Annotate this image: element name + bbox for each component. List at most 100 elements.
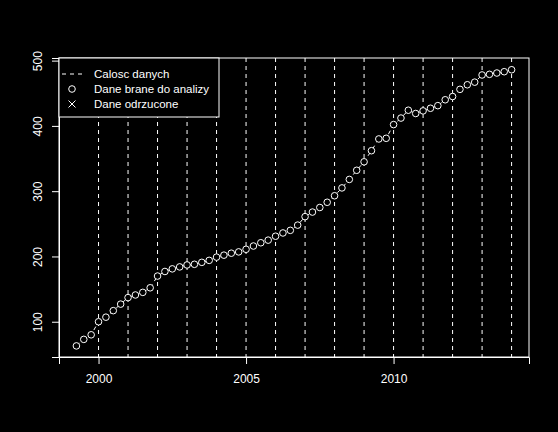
- data-point: [184, 262, 191, 269]
- y-tick-mark: [52, 322, 59, 323]
- data-point: [243, 246, 250, 253]
- year-line: [393, 58, 394, 357]
- data-point: [457, 86, 464, 93]
- legend: Calosc danychDane brane do analizyDane o…: [59, 58, 219, 117]
- x-tick-label: 2005: [233, 372, 260, 386]
- x-tick: 2000: [86, 357, 113, 386]
- data-point: [435, 102, 442, 109]
- data-point: [110, 307, 117, 314]
- data-point: [103, 314, 110, 321]
- data-point: [250, 243, 257, 250]
- data-point: [221, 252, 228, 259]
- y-tick-label: 100: [31, 312, 45, 332]
- data-point: [405, 107, 412, 114]
- data-point: [235, 249, 242, 256]
- year-line: [423, 58, 424, 357]
- y-tick-label: 300: [31, 181, 45, 201]
- data-point: [501, 68, 508, 75]
- data-point: [176, 264, 183, 271]
- data-point: [95, 318, 102, 325]
- background: [0, 0, 558, 432]
- data-point: [464, 81, 471, 88]
- year-line: [246, 58, 247, 357]
- data-point: [353, 167, 360, 174]
- year-line: [364, 58, 365, 357]
- data-point: [420, 108, 427, 115]
- data-point: [132, 292, 139, 299]
- data-point: [471, 79, 478, 86]
- data-point: [383, 135, 390, 142]
- data-point: [346, 176, 353, 183]
- legend-box: [59, 58, 219, 117]
- data-point: [390, 121, 397, 128]
- data-point: [258, 239, 265, 246]
- y-tick: 500: [31, 51, 59, 71]
- year-line: [305, 58, 306, 357]
- data-point: [508, 66, 515, 73]
- data-point: [309, 209, 316, 216]
- data-point: [265, 237, 272, 244]
- data-point: [228, 250, 235, 257]
- data-point: [206, 257, 213, 264]
- x-tick-label: 2000: [86, 372, 113, 386]
- x-axis-line: [60, 358, 530, 365]
- year-line: [452, 58, 453, 357]
- data-point: [162, 268, 169, 275]
- year-line: [334, 58, 335, 357]
- x-tick-mark: [246, 357, 247, 364]
- chart: 2000 2005 2010 100 200 300 400 500 Calosc danych…: [0, 0, 558, 432]
- legend-swatch: [69, 86, 76, 93]
- data-point: [198, 259, 205, 266]
- data-point: [412, 110, 419, 117]
- y-tick: 400: [31, 116, 59, 136]
- data-point: [486, 71, 493, 78]
- data-point: [294, 222, 301, 229]
- y-tick-label: 500: [31, 51, 45, 71]
- y-tick-label: 400: [31, 116, 45, 136]
- data-point: [442, 96, 449, 103]
- legend-swatch: [69, 101, 76, 108]
- data-point: [368, 147, 375, 154]
- year-line: [482, 58, 483, 357]
- data-point: [280, 230, 287, 237]
- legend-label: Calosc danych: [94, 68, 169, 80]
- y-axis: 100 200 300 400 500: [31, 51, 60, 358]
- data-point: [398, 115, 405, 122]
- year-line: [511, 58, 512, 357]
- legend-label: Dane brane do analizy: [94, 83, 209, 95]
- x-tick: 2005: [233, 357, 260, 386]
- plot-area: [73, 58, 515, 357]
- data-point: [117, 301, 124, 308]
- data-point: [324, 199, 331, 206]
- y-axis-line: [52, 59, 60, 358]
- data-point: [376, 136, 383, 143]
- data-point: [331, 192, 338, 199]
- data-point: [191, 261, 198, 268]
- x-tick: 2010: [381, 357, 408, 386]
- data-point: [494, 70, 501, 77]
- data-point: [339, 185, 346, 192]
- year-line: [275, 58, 276, 357]
- data-point: [361, 159, 368, 166]
- data-point: [287, 227, 294, 234]
- data-point: [73, 343, 80, 350]
- data-point: [449, 93, 456, 100]
- data-point: [272, 233, 279, 240]
- y-tick-mark: [52, 256, 59, 257]
- legend-swatch: [62, 74, 82, 75]
- data-point: [154, 273, 161, 280]
- data-point: [147, 284, 154, 291]
- x-tick-label: 2010: [381, 372, 408, 386]
- data-point: [427, 105, 434, 112]
- frame: [59, 58, 529, 357]
- y-tick-label: 200: [31, 247, 45, 267]
- data-point: [302, 213, 309, 220]
- data-point: [317, 204, 324, 211]
- y-tick-mark: [52, 61, 59, 62]
- data-point: [169, 266, 176, 273]
- data-point: [139, 289, 146, 296]
- x-tick-mark: [394, 357, 395, 364]
- y-tick-mark: [52, 126, 59, 127]
- y-tick: 200: [31, 247, 59, 267]
- data-point: [479, 72, 486, 79]
